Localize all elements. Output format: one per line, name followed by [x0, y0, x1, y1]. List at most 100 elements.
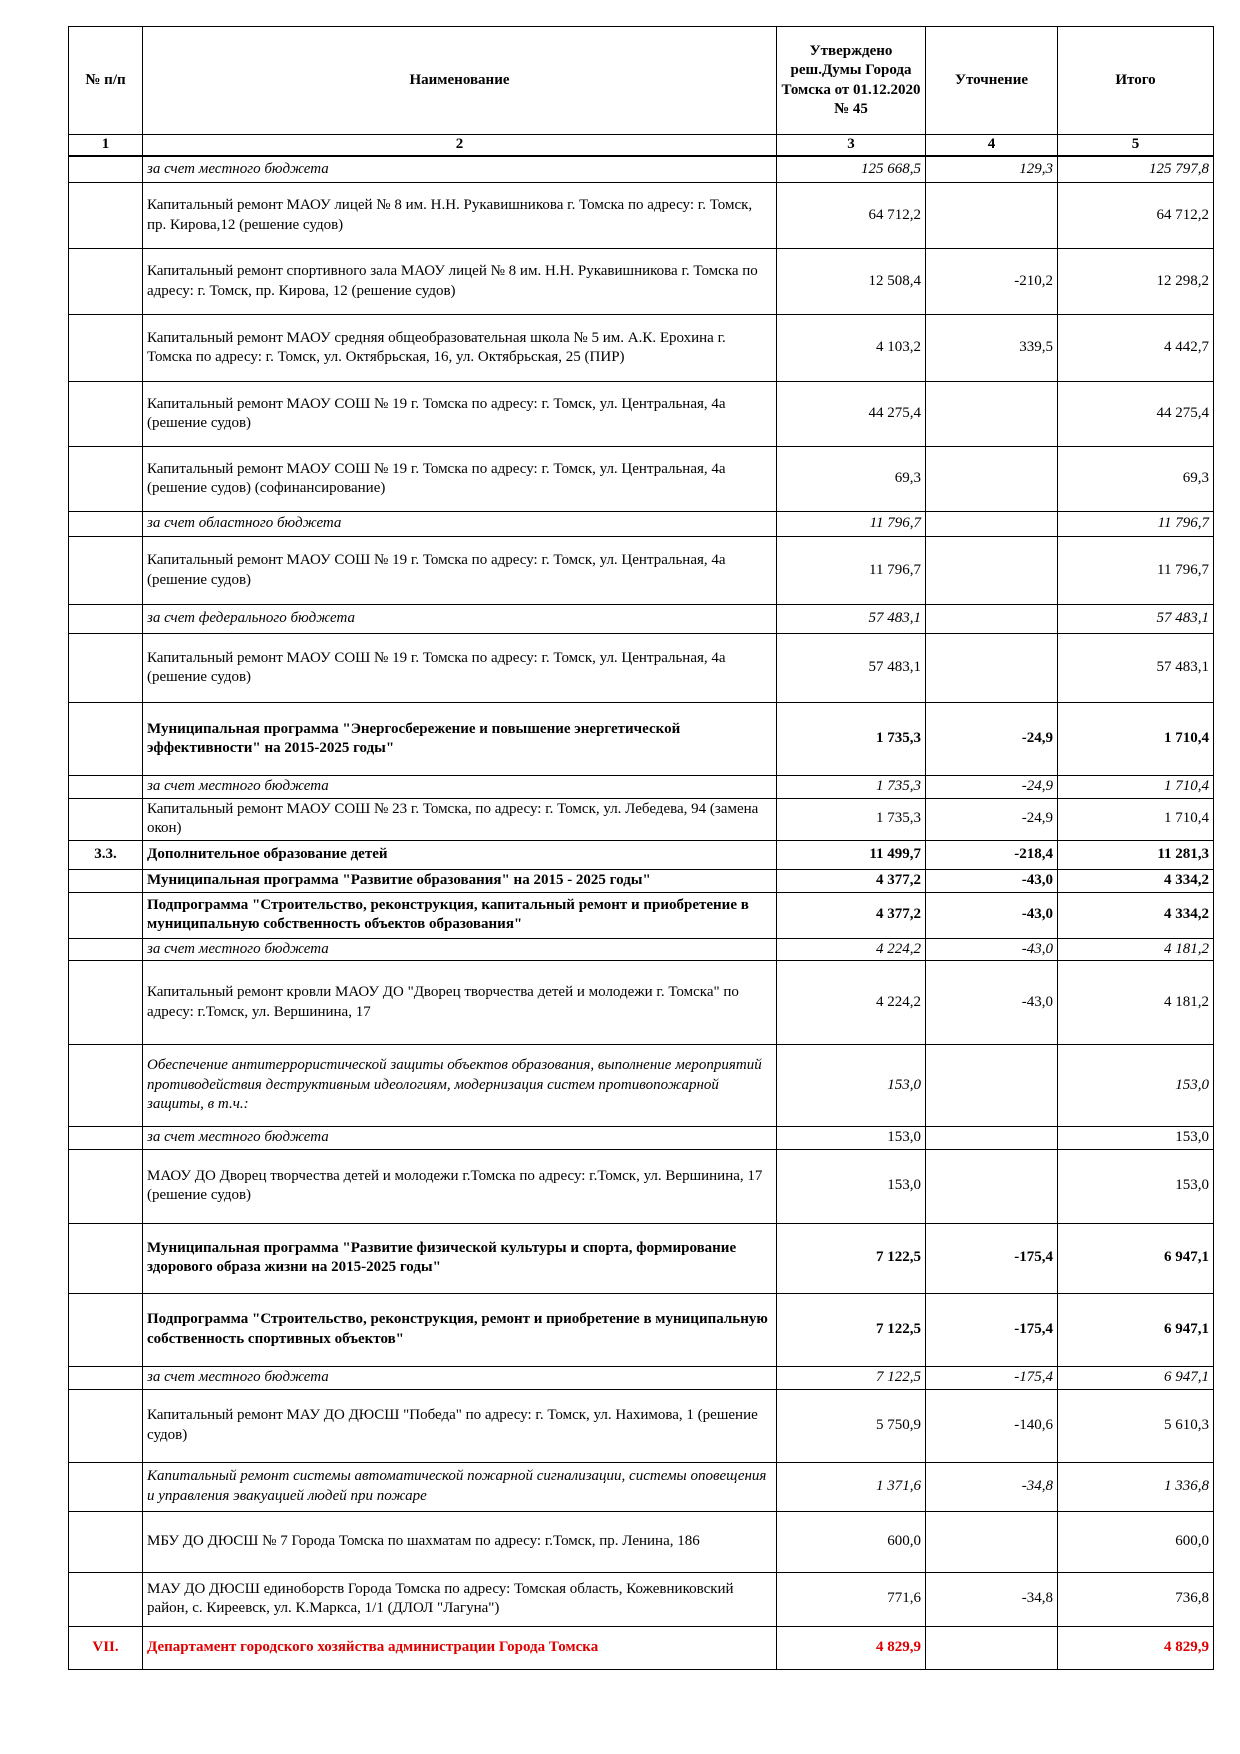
row-approved: 4 377,2 — [776, 868, 926, 893]
table-row: Капитальный ремонт системы автоматическо… — [68, 1461, 1214, 1512]
row-adjustment: 339,5 — [925, 314, 1058, 382]
row-total: 1 710,4 — [1057, 702, 1214, 776]
table-row: Капитальный ремонт МАУ ДО ДЮСШ "Победа" … — [68, 1388, 1214, 1463]
row-total: 44 275,4 — [1057, 381, 1214, 447]
row-adjustment: -24,9 — [925, 797, 1058, 841]
table-row: за счет местного бюджета 7 122,5 -175,4 6 9… — [68, 1365, 1214, 1390]
row-name: Капитальный ремонт МАОУ СОШ № 19 г. Томс… — [142, 446, 777, 512]
row-adjustment: -34,8 — [925, 1571, 1058, 1627]
table-row: Капитальный ремонт спортивного зала МАОУ… — [68, 248, 1214, 315]
row-adjustment: -24,9 — [925, 775, 1058, 799]
row-approved: 11 796,7 — [776, 511, 926, 537]
row-name: за счет местного бюджета — [142, 1365, 777, 1390]
row-approved: 11 499,7 — [776, 839, 926, 870]
row-number — [68, 797, 143, 841]
table-row: МАУ ДО ДЮСШ единоборств Города Томска по… — [68, 1571, 1214, 1627]
header-row: № п/п Наименование Утверждено реш.Думы Г… — [68, 26, 1214, 135]
table-row: VII. Департамент городского хозяйства адм… — [68, 1625, 1214, 1670]
row-number — [68, 1461, 143, 1512]
row-number — [68, 868, 143, 893]
row-total: 4 442,7 — [1057, 314, 1214, 382]
row-adjustment — [925, 381, 1058, 447]
row-adjustment — [925, 1148, 1058, 1224]
row-approved: 7 122,5 — [776, 1292, 926, 1367]
row-approved: 1 371,6 — [776, 1461, 926, 1512]
row-name: за счет местного бюджета — [142, 155, 777, 183]
row-approved: 5 750,9 — [776, 1388, 926, 1463]
row-approved: 1 735,3 — [776, 702, 926, 776]
row-approved: 7 122,5 — [776, 1365, 926, 1390]
row-number — [68, 937, 143, 961]
header-name: Наименование — [142, 26, 777, 135]
row-name: за счет местного бюджета — [142, 937, 777, 961]
table-row: Капитальный ремонт кровли МАОУ ДО "Дворе… — [68, 960, 1214, 1045]
row-number — [68, 1292, 143, 1367]
row-number — [68, 1365, 143, 1390]
row-number — [68, 536, 143, 605]
row-total: 1 710,4 — [1057, 797, 1214, 841]
row-name: Капитальный ремонт МАУ ДО ДЮСШ "Победа" … — [142, 1388, 777, 1463]
row-total: 6 947,1 — [1057, 1222, 1214, 1294]
row-total: 153,0 — [1057, 1044, 1214, 1127]
row-name: за счет местного бюджета — [142, 775, 777, 799]
row-total: 153,0 — [1057, 1148, 1214, 1224]
table-row: за счет местного бюджета 125 668,5 129,3 12… — [68, 155, 1214, 183]
row-approved: 57 483,1 — [776, 604, 926, 634]
table-row: за счет местного бюджета 4 224,2 -43,0 4 18… — [68, 937, 1214, 961]
header-adjustment: Уточнение — [925, 26, 1058, 135]
row-adjustment: -24,9 — [925, 702, 1058, 776]
row-number — [68, 155, 143, 183]
row-adjustment — [925, 446, 1058, 512]
row-approved: 57 483,1 — [776, 633, 926, 703]
table-row: 3.3. Дополнительное образование детей 11 4… — [68, 839, 1214, 870]
row-approved: 125 668,5 — [776, 155, 926, 183]
row-adjustment: -210,2 — [925, 248, 1058, 315]
table-row: МАОУ ДО Дворец творчества детей и молоде… — [68, 1148, 1214, 1224]
row-approved: 7 122,5 — [776, 1222, 926, 1294]
row-adjustment — [925, 1625, 1058, 1670]
row-total: 1 710,4 — [1057, 775, 1214, 799]
row-name: МАУ ДО ДЮСШ единоборств Города Томска по… — [142, 1571, 777, 1627]
table-row: Обеспечение антитеррористической защиты … — [68, 1044, 1214, 1127]
row-number — [68, 1571, 143, 1627]
row-approved: 44 275,4 — [776, 381, 926, 447]
row-approved: 153,0 — [776, 1044, 926, 1127]
table-row: Подпрограмма "Строительство, реконструкц… — [68, 1292, 1214, 1367]
row-number — [68, 381, 143, 447]
row-name: МАОУ ДО Дворец творчества детей и молоде… — [142, 1148, 777, 1224]
row-adjustment: -175,4 — [925, 1292, 1058, 1367]
row-total: 5 610,3 — [1057, 1388, 1214, 1463]
table-row: Капитальный ремонт МАОУ СОШ № 19 г. Томс… — [68, 381, 1214, 447]
table-row: Подпрограмма "Строительство, реконструкц… — [68, 891, 1214, 939]
row-name: Обеспечение антитеррористической защиты … — [142, 1044, 777, 1127]
row-name: Капитальный ремонт МАОУ средняя общеобра… — [142, 314, 777, 382]
column-number: 1 — [68, 134, 143, 156]
row-adjustment: -175,4 — [925, 1222, 1058, 1294]
row-approved: 4 103,2 — [776, 314, 926, 382]
row-total: 4 829,9 — [1057, 1625, 1214, 1670]
row-total: 4 334,2 — [1057, 868, 1214, 893]
table-row: Капитальный ремонт МАОУ средняя общеобра… — [68, 314, 1214, 382]
row-name: за счет местного бюджета — [142, 1126, 777, 1150]
row-total: 12 298,2 — [1057, 248, 1214, 315]
row-number: 3.3. — [68, 839, 143, 870]
row-number — [68, 1388, 143, 1463]
table-row: за счет местного бюджета 153,0 153,0 — [68, 1126, 1214, 1150]
column-number: 2 — [142, 134, 777, 156]
row-name: Капитальный ремонт МАОУ СОШ № 19 г. Томс… — [142, 381, 777, 447]
row-total: 11 796,7 — [1057, 511, 1214, 537]
table-row: за счет федерального бюджета 57 483,1 57 4… — [68, 604, 1214, 634]
row-name: Дополнительное образование детей — [142, 839, 777, 870]
row-approved: 4 377,2 — [776, 891, 926, 939]
row-name: Подпрограмма "Строительство, реконструкц… — [142, 1292, 777, 1367]
table-row: Муниципальная программа "Энергосбережени… — [68, 702, 1214, 776]
row-number — [68, 248, 143, 315]
table-row: за счет местного бюджета 1 735,3 -24,9 1 71… — [68, 775, 1214, 799]
row-total: 11 281,3 — [1057, 839, 1214, 870]
column-number-row: 1 2 3 4 5 — [68, 134, 1214, 156]
table-row: за счет областного бюджета 11 796,7 11 796… — [68, 511, 1214, 537]
row-name: за счет федерального бюджета — [142, 604, 777, 634]
header-number: № п/п — [68, 26, 143, 135]
row-number — [68, 604, 143, 634]
row-name: за счет областного бюджета — [142, 511, 777, 537]
